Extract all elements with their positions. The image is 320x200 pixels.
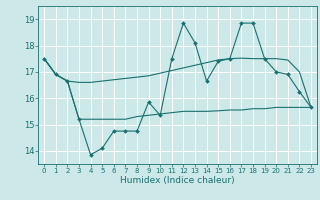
X-axis label: Humidex (Indice chaleur): Humidex (Indice chaleur) — [120, 176, 235, 185]
